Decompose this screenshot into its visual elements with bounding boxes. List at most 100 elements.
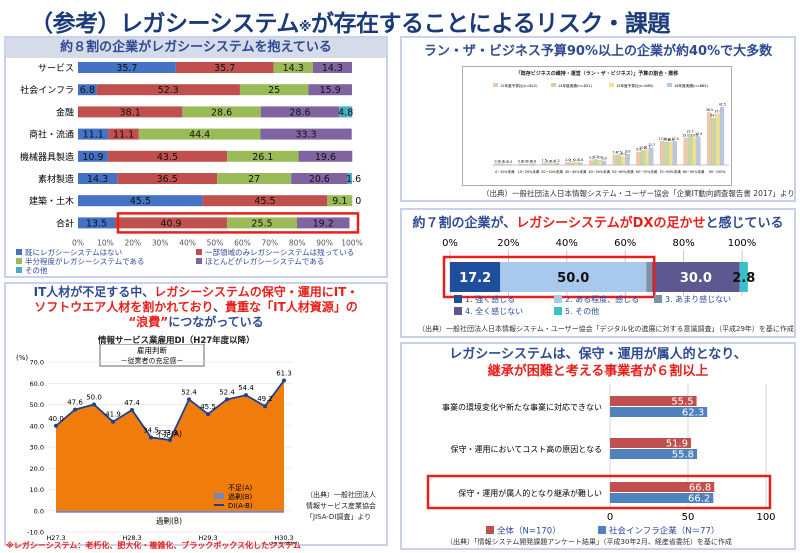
data-label: 51.9 xyxy=(666,439,688,450)
category-label: 0~10%未満 xyxy=(495,169,515,174)
data-label: 15.9 xyxy=(320,85,341,96)
bar xyxy=(720,107,725,166)
category-label: 70~80%未満 xyxy=(659,169,681,174)
bar xyxy=(499,163,504,166)
panel-it-talent: IT人材が不足する中、レガシーシステムの保守・運用にIT・ ソフトウエア人材を割… xyxy=(4,282,388,546)
knowledge-transfer-chart: 事業の環境変化や新たな事業に対応できない 55.562.3 保守・運用においてコスト… xyxy=(426,384,776,537)
legend-swatch xyxy=(196,258,202,264)
bar xyxy=(610,449,698,459)
y-tick-label: 30.0 xyxy=(30,444,44,452)
bar-segment xyxy=(327,195,353,207)
bar-segment xyxy=(217,173,292,184)
data-label: 20.9 xyxy=(695,132,702,136)
category-label: 60~70%未満 xyxy=(636,169,658,174)
bar-segment xyxy=(78,84,97,96)
bar-segment xyxy=(652,262,740,292)
bar-segment xyxy=(739,262,748,292)
data-label: 11.1 xyxy=(83,130,104,141)
data-label: 2.8 xyxy=(732,271,755,286)
legend-label: 1. 強く感じる xyxy=(465,295,516,304)
bar xyxy=(711,117,716,166)
category-label: 30~40%未満 xyxy=(565,169,587,174)
x-tick-label: 50% xyxy=(207,239,224,248)
data-label: 28.6 xyxy=(289,107,310,118)
category-label: 社会インフラ xyxy=(20,84,74,96)
legend-item: 5. その他 xyxy=(554,306,599,317)
category-label: 機械器具製造 xyxy=(20,151,74,163)
bar xyxy=(578,162,583,166)
data-label: 4.2 xyxy=(593,155,598,159)
data-label: 0.8 xyxy=(550,159,555,163)
data-label: 11.1 xyxy=(113,130,134,141)
legend-label: 既にレガシーシステムはない xyxy=(25,247,122,257)
legend-item: 1. 強く感じる xyxy=(454,294,515,305)
bar xyxy=(531,163,536,166)
bar-segment xyxy=(202,195,328,207)
bar-segment xyxy=(78,62,176,73)
di-data-label: 33.3 xyxy=(162,429,178,437)
bar-segment xyxy=(96,84,240,96)
legend-item: 4. 全く感じない xyxy=(454,306,523,317)
title-rest: が存在することによるリスク・課題 xyxy=(311,11,670,37)
x-tick-label: H28.3 xyxy=(122,534,141,542)
di-point xyxy=(225,397,229,402)
y-tick-label: 50.0 xyxy=(30,401,44,409)
bar-segment xyxy=(273,62,313,73)
bar-segment xyxy=(646,262,653,292)
legend-label: 社会インフラ企業（N＝77） xyxy=(609,526,719,537)
data-label: 10.9 xyxy=(82,152,103,163)
shortage-label: 不足(A) xyxy=(156,429,182,438)
bar xyxy=(526,163,531,166)
data-label: 1.8 xyxy=(578,158,583,162)
panel4-heading-l3-black: につながっている xyxy=(168,315,264,329)
bar xyxy=(602,160,607,166)
legend-label: 4. 全く感じない xyxy=(465,307,524,316)
title-main: （参考）レガシーシステム xyxy=(30,11,299,37)
panel1-heading: 約８割の企業がレガシーシステムを抱えている xyxy=(6,38,386,58)
bar xyxy=(546,163,551,166)
di-data-label: 34.5 xyxy=(143,426,159,434)
bar-segment xyxy=(260,106,340,118)
bar xyxy=(707,112,712,166)
category-label: 建築・土木 xyxy=(29,195,74,207)
bar-segment xyxy=(175,62,274,73)
data-label: 28.6 xyxy=(211,107,232,118)
run-the-business-chart: 12年度予算比(n=822) 14年度実績(n=831) 15年度予算比(n=880… xyxy=(493,83,729,174)
bar-segment xyxy=(78,106,183,118)
legend-swatch xyxy=(598,526,606,534)
bar-segment xyxy=(78,195,203,207)
panel4-heading: IT人材が不足する中、レガシーシステムの保守・運用にIT・ ソフトウエア人材を割… xyxy=(6,285,386,330)
panel3-heading-red: レガシーシステムがDXの足かせ xyxy=(516,216,706,231)
bar xyxy=(494,163,499,166)
data-label: 40.9 xyxy=(160,218,181,229)
data-label: 3.6 xyxy=(597,156,602,160)
x-tick-label: 80% xyxy=(289,239,306,248)
data-label: 0.8 xyxy=(518,159,523,163)
y-unit: (%) xyxy=(16,354,28,362)
surplus-label: 過剰(B) xyxy=(156,516,182,526)
panel4-heading-l1-red: レガシーシステムの保守・運用にIT・ xyxy=(154,285,359,299)
data-label: 0.5 xyxy=(503,160,508,164)
bar xyxy=(589,160,594,166)
legend-label: 5. その他 xyxy=(565,307,600,316)
legend-swatch xyxy=(554,295,562,303)
x-tick-label: 100% xyxy=(341,239,362,248)
y-tick-label: -10.0 xyxy=(27,529,44,537)
data-label: 33.3 xyxy=(296,130,317,141)
data-label: 9.1 xyxy=(332,196,347,207)
bar-segment xyxy=(339,106,353,118)
legend-swatch xyxy=(214,484,224,490)
data-label: 0.9 xyxy=(499,159,504,163)
panel4-heading-l1: IT人材が不足する中、レガシーシステムの保守・運用にIT・ xyxy=(6,285,386,300)
judgement-box-sub: －従業者の充足感－ xyxy=(121,356,184,365)
y-tick-label: 0.0 xyxy=(34,507,44,515)
panel4-heading-l2-red: ソフトウエア人材を割かれており xyxy=(34,300,214,314)
bar xyxy=(687,134,692,166)
data-label: 2.0 xyxy=(565,158,570,162)
y-tick-label: 60.0 xyxy=(30,380,44,388)
data-label: 3.2 xyxy=(589,156,594,160)
bar-segment xyxy=(227,217,297,229)
di-point xyxy=(149,435,153,440)
x-tick-label: H27.3 xyxy=(46,534,65,542)
data-label: 6.8 xyxy=(80,85,95,96)
